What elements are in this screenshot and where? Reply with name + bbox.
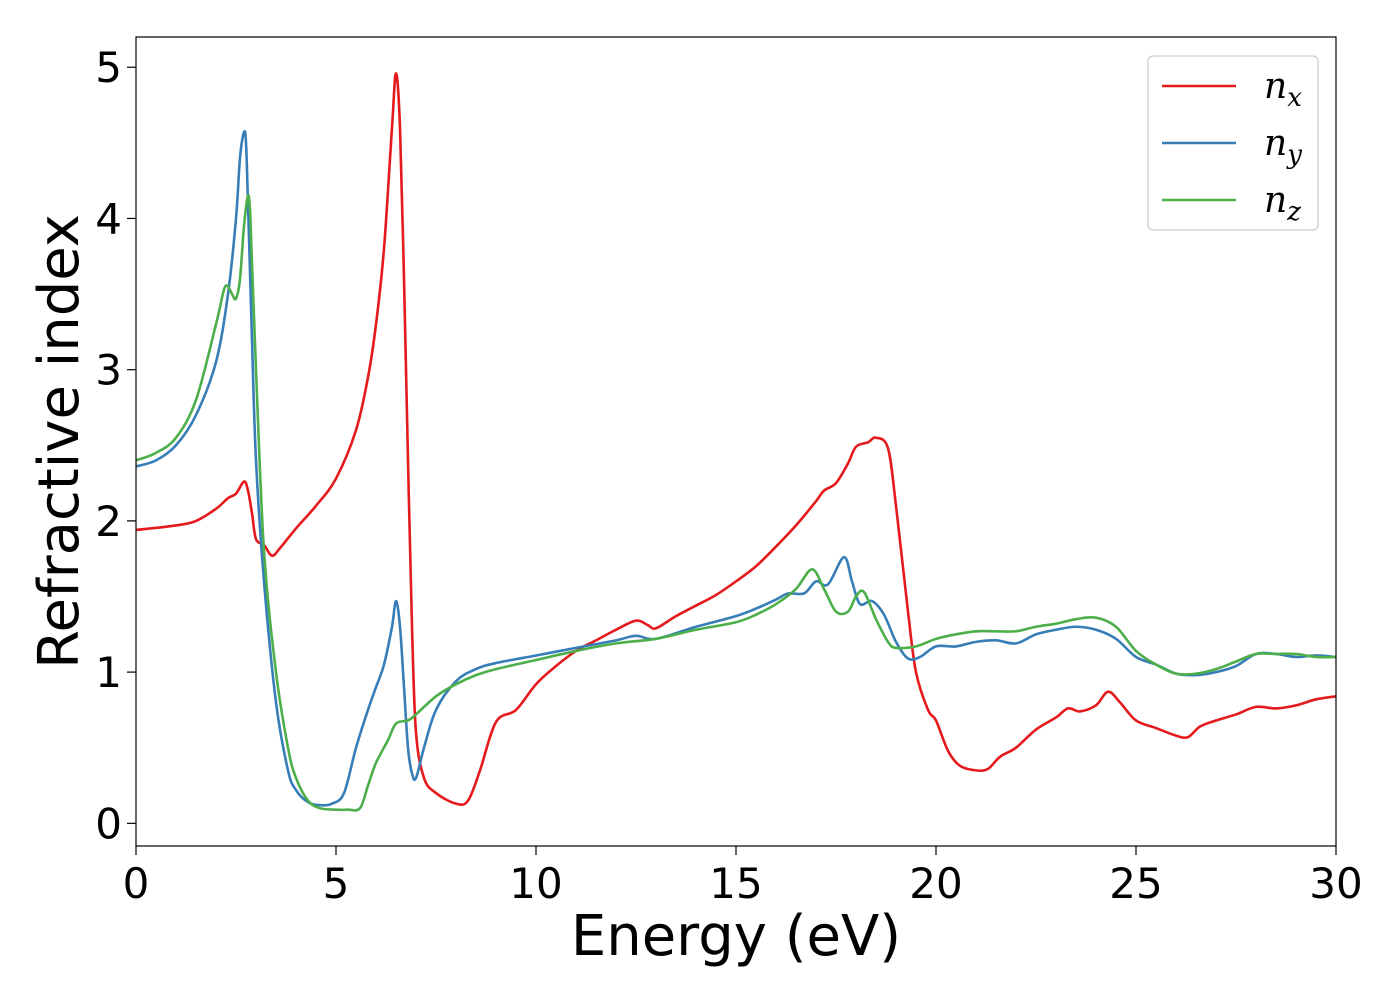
y-tick-label: 1: [95, 648, 122, 697]
x-tick-label: 15: [709, 859, 762, 908]
x-tick-label: 25: [1109, 859, 1162, 908]
y-tick-label: 4: [95, 194, 122, 243]
series-line-ny: [136, 129, 1336, 807]
x-tick-label: 20: [909, 859, 962, 908]
legend-label-ny: ny: [1264, 123, 1302, 170]
y-axis-label: Refractive index: [27, 214, 92, 669]
plot-lines: [136, 71, 1336, 812]
x-tick-label: 0: [123, 859, 150, 908]
series-line-nz: [136, 193, 1336, 812]
y-tick-label: 5: [95, 43, 122, 92]
x-tick-label: 30: [1309, 859, 1362, 908]
legend: nx ny nz: [1147, 55, 1319, 231]
series-line-nx: [136, 71, 1336, 807]
x-axis-ticks: 0 5 10 15 20 25 30: [123, 846, 1363, 908]
y-tick-label: 2: [95, 497, 122, 546]
y-tick-label: 0: [95, 799, 122, 848]
x-tick-label: 5: [323, 859, 350, 908]
legend-label-nz: nz: [1264, 180, 1301, 227]
x-axis-label: Energy (eV): [571, 904, 901, 969]
x-tick-label: 10: [509, 859, 562, 908]
y-axis-ticks: 0 1 2 3 4 5: [95, 43, 136, 848]
y-tick-label: 3: [95, 346, 122, 395]
legend-label-nx: nx: [1264, 66, 1302, 113]
